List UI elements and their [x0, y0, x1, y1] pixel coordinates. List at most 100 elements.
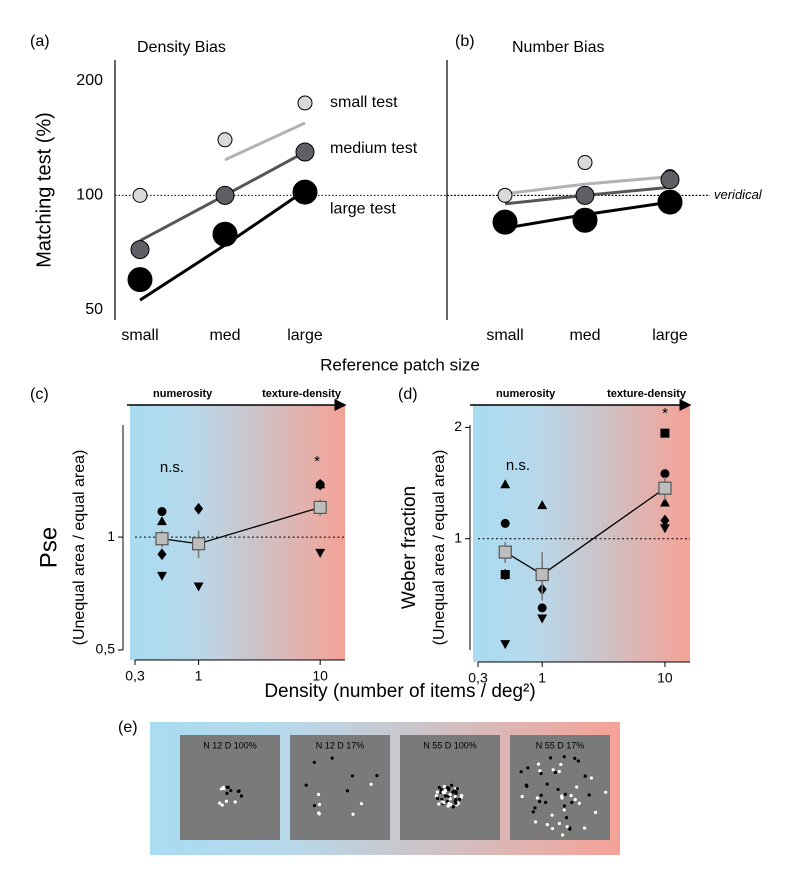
- stimulus-dot: [531, 810, 535, 814]
- stimulus-dot: [582, 826, 587, 830]
- subject-point: [157, 516, 167, 526]
- stimulus-dot: [545, 782, 549, 786]
- subject-point: [660, 514, 670, 527]
- stimulus-dot: [569, 793, 573, 798]
- stimulus-dot: [451, 805, 455, 809]
- stimulus-dot: [575, 785, 579, 789]
- subject-point: [500, 479, 511, 489]
- subject-point: [500, 518, 510, 528]
- stimulus-dot: [454, 801, 458, 805]
- stimulus-dot: [434, 794, 438, 798]
- subject-point: [315, 548, 326, 558]
- stimulus-box: [180, 735, 280, 840]
- stimulus-dot: [453, 794, 457, 798]
- y-tick-label: 0,5: [96, 641, 116, 657]
- stimulus-dot: [589, 776, 594, 780]
- stimulus-dot: [563, 792, 567, 796]
- stimulus-dot: [442, 800, 446, 805]
- x-tick-label: 0,3: [468, 670, 488, 686]
- stimulus-dot: [562, 804, 567, 808]
- stimulus-dot: [312, 760, 316, 764]
- subject-point: [193, 582, 204, 592]
- stimulus-dot: [570, 800, 574, 805]
- x-tick-label: small: [486, 327, 523, 344]
- subject-point: [537, 614, 548, 624]
- stimulus-dot: [562, 808, 566, 812]
- stimulus-dot: [520, 794, 524, 799]
- subject-point: [660, 469, 670, 479]
- data-point: [657, 189, 683, 215]
- y-tick-label: 200: [76, 72, 103, 89]
- series-label: small test: [330, 94, 398, 111]
- panel-label: (c): [30, 386, 49, 403]
- x-tick-label: 1: [538, 670, 546, 686]
- stimulus-dot: [537, 799, 542, 804]
- stimulus-dot: [312, 804, 317, 808]
- panel-label: (b): [455, 33, 475, 50]
- chart-title: Density Bias: [137, 39, 226, 56]
- x-tick-label: large: [287, 327, 323, 344]
- annotation: *: [314, 453, 320, 470]
- stimulus-label: N 55 D 17%: [536, 740, 585, 750]
- stimulus-dot: [545, 823, 549, 827]
- stimulus-dot: [219, 787, 224, 791]
- panel-label: (a): [30, 33, 50, 50]
- subject-point: [157, 571, 167, 581]
- stimulus-dot: [226, 785, 230, 789]
- x-tick-label: small: [121, 327, 158, 344]
- x-tick-label: 10: [657, 670, 673, 686]
- stimulus-dot: [604, 790, 608, 794]
- stimulus-dot: [229, 789, 233, 793]
- subject-point: [500, 640, 511, 650]
- stimulus-dot: [562, 755, 566, 759]
- gradient-left-label: numerosity: [496, 388, 556, 400]
- subject-point: [157, 548, 167, 561]
- x-axis-label: Reference patch size: [320, 355, 480, 374]
- data-point: [212, 221, 238, 247]
- stimulus-dot: [437, 785, 441, 789]
- y-tick-label: 1: [454, 529, 462, 545]
- subject-point: [659, 524, 670, 534]
- stimulus-dot: [440, 797, 444, 802]
- stimulus-dot: [550, 813, 554, 817]
- stimulus-dot: [375, 773, 379, 778]
- y-axis-sublabel: (Unequal area / equal area): [71, 450, 88, 646]
- subject-point: [157, 507, 167, 517]
- x-axis-label: Density (number of items / deg²): [264, 681, 535, 702]
- fit-line: [504, 175, 671, 196]
- stimulus-dot: [519, 770, 523, 774]
- stimulus-dot: [568, 826, 572, 830]
- subject-point: [660, 428, 670, 438]
- stimulus-dot: [369, 782, 373, 786]
- y-tick-label: 50: [85, 301, 103, 318]
- stimulus-dot: [450, 783, 454, 787]
- stimulus-dot: [551, 768, 555, 772]
- data-point: [217, 132, 233, 148]
- data-point: [292, 179, 318, 205]
- stimulus-dot: [557, 821, 561, 826]
- stimulus-dot: [538, 769, 542, 773]
- mean-point: [191, 537, 206, 551]
- stimulus-dot: [536, 762, 541, 766]
- data-point: [130, 240, 150, 260]
- stimulus-dot: [458, 797, 462, 801]
- stimulus-label: N 12 D 100%: [203, 740, 257, 750]
- stimulus-dot: [535, 796, 539, 800]
- stimulus-dot: [452, 789, 457, 793]
- data-point: [572, 207, 598, 233]
- data-point: [497, 187, 513, 203]
- stimulus-dot: [456, 786, 460, 791]
- stimulus-label: N 12 D 17%: [316, 740, 365, 750]
- panel-label: (e): [118, 719, 138, 736]
- stimulus-dot: [441, 790, 445, 794]
- reference-label: veridical: [714, 187, 763, 202]
- stimulus-dot: [447, 801, 451, 806]
- stimulus-dot: [549, 756, 553, 760]
- stimulus-dot: [316, 792, 321, 797]
- stimulus-dot: [350, 774, 355, 778]
- stimulus-dot: [345, 789, 350, 793]
- stimulus-dot: [533, 820, 538, 824]
- stimulus-dot: [556, 787, 560, 792]
- stimulus-dot: [456, 801, 460, 805]
- data-point: [215, 185, 235, 205]
